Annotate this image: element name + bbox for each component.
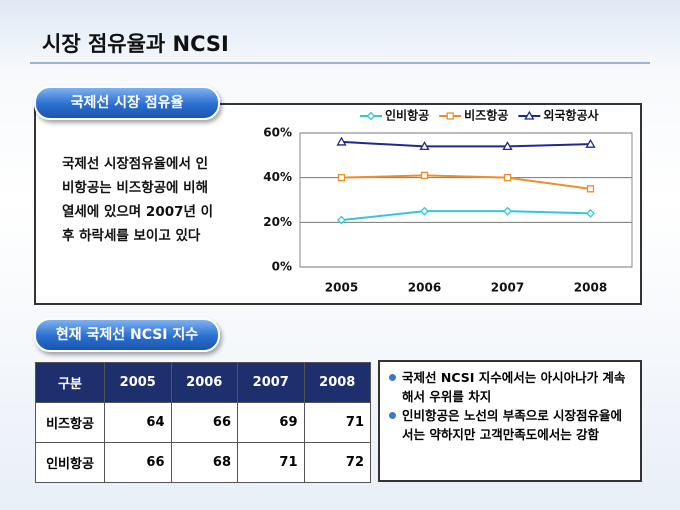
x-tick-label: 2008: [574, 281, 607, 295]
table-row: 비즈항공 64 66 69 71: [35, 402, 371, 443]
title-rule: [30, 62, 650, 64]
table-cell: 71: [237, 442, 305, 483]
marker: [336, 136, 347, 146]
bullet-item: 인비항공은 노선의 부족으로 시장점유율에서는 약하지만 고객만족도에서는 강함: [388, 406, 632, 444]
series-line: [341, 174, 591, 190]
marker: [524, 110, 535, 120]
y-tick-label: 40%: [263, 170, 292, 184]
series-line: [341, 140, 591, 148]
description-line: 국제선 시장점유율에서 인: [62, 156, 209, 172]
marker: [585, 138, 596, 148]
table-cell: 68: [170, 442, 238, 483]
legend-label: 인비항공: [385, 108, 429, 123]
marker: [419, 141, 430, 151]
header-cell: 2008: [303, 362, 371, 403]
header-cell: 2005: [104, 362, 172, 403]
chart: 0% 20% 40% 60% 2005 2006 2007 2008 인비항공 비즈항공 외국항공사: [263, 108, 633, 295]
table-cell: 72: [303, 442, 371, 483]
x-tick-label: 2006: [408, 281, 441, 295]
marker: [420, 171, 429, 180]
table-cell: 인비항공: [35, 442, 105, 483]
marker: [503, 174, 512, 182]
header-cell: 2007: [237, 362, 305, 403]
table-cell: 66: [104, 442, 172, 483]
marker: [503, 206, 512, 216]
marker: [337, 215, 346, 225]
table-cell: 69: [237, 402, 305, 443]
marker: [446, 112, 454, 120]
y-tick-label: 20%: [263, 215, 292, 229]
description-line: 후 하락세를 보이고 있다: [62, 228, 201, 244]
series-line: [341, 210, 591, 222]
description-line: 비항공는 비즈항공에 비해: [62, 180, 209, 196]
y-tick-label: 60%: [263, 126, 292, 140]
section-label: 국제선 시장 점유율: [34, 86, 220, 120]
legend-label: 비즈항공: [464, 108, 508, 123]
header-row: 구분 2005 2006 2007 2008: [35, 362, 371, 403]
table-cell: 비즈항공: [35, 402, 105, 443]
marker: [502, 141, 513, 151]
header-cell: 2006: [170, 362, 238, 403]
marker: [366, 111, 376, 121]
marker: [337, 174, 346, 182]
y-tick-label: 0%: [272, 260, 292, 274]
x-tick-label: 2005: [325, 281, 358, 295]
marker: [420, 206, 429, 216]
x-tick-label: 2007: [491, 281, 524, 295]
bullet-box: 국제선 NCSI 지수에서는 아시아나가 계속해서 우위를 차지 인비항공은 노선…: [378, 360, 642, 482]
table-row: 인비항공 66 68 71 72: [35, 442, 371, 483]
header-cell: 구분: [35, 362, 105, 403]
legend-label: 외국항공사: [543, 108, 598, 123]
bullet-item: 국제선 NCSI 지수에서는 아시아나가 계속해서 우위를 차지: [388, 368, 632, 406]
section-label: 현재 국제선 NCSI 지수: [34, 318, 220, 352]
table-cell: 66: [170, 402, 238, 443]
ncsi-table: 구분 2005 2006 2007 2008 비즈항공 64 66 69 71 인비항공 66 68 71…: [35, 362, 371, 483]
table-cell: 64: [104, 402, 172, 443]
slide-title: 시장 점유율과 NCSI: [42, 32, 229, 56]
table-cell: 71: [303, 402, 371, 443]
marker: [586, 185, 595, 193]
plot-area: [299, 132, 633, 268]
marker: [586, 208, 595, 218]
description-line: 열세에 있으며 2007년 이: [62, 204, 214, 220]
